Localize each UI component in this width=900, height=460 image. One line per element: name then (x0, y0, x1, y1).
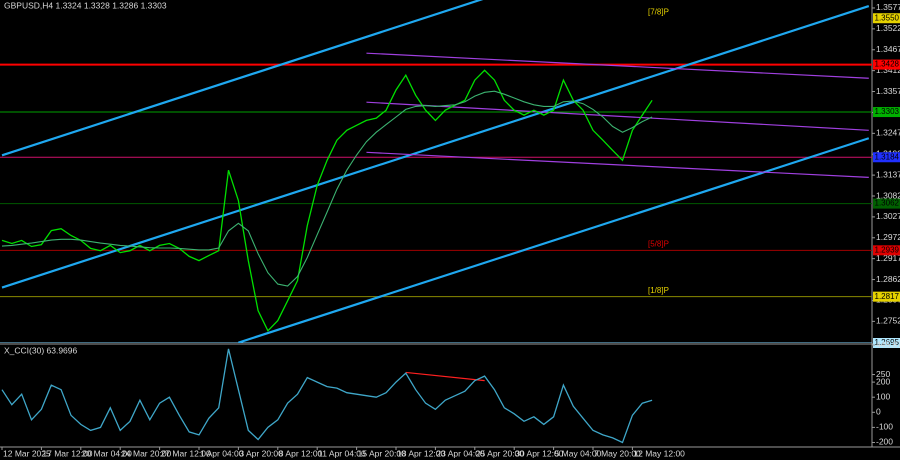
y-tick-label: 1.3357 (876, 86, 900, 96)
x-tick-label: 17 Mar 12:00 (42, 448, 92, 458)
y-tick-label: 100 (876, 391, 890, 401)
y-tick-label: 1.3577 (876, 2, 900, 12)
x-tick-label: 27 Mar 12:00 (161, 448, 211, 458)
level-box (873, 291, 900, 302)
x-tick-label: 11 Apr 04:00 (318, 448, 366, 458)
y-tick-label: 445.8715 (876, 339, 900, 349)
y-tick-label: 1.3467 (876, 44, 900, 54)
level-box (873, 152, 900, 163)
series-line (1, 348, 653, 444)
x-tick-label: 25 Apr 20:00 (476, 448, 524, 458)
level-label: 1.3303 (875, 107, 900, 116)
y-tick-label: 1.2862 (876, 274, 900, 284)
plot-area (0, 0, 872, 343)
y-tick-label: 1.3082 (876, 190, 900, 200)
x-tick-label: 12 Mar 2025 (3, 448, 51, 458)
x-tick-label: 15 Apr 20:00 (358, 448, 406, 458)
trend-line (366, 101, 869, 131)
x-tick-label: 1 Apr 04:00 (200, 448, 244, 458)
trend-line (366, 151, 869, 178)
x-tick-label: 20 Mar 04:00 (82, 448, 132, 458)
y-tick-label: 1.2972 (876, 232, 900, 242)
y-tick-label: 1.3027 (876, 211, 900, 221)
level-box (873, 13, 900, 24)
level-name: [5/8]P (648, 239, 669, 248)
y-tick-label: 1.3522 (876, 23, 900, 33)
y-tick-label: 1.2917 (876, 253, 900, 263)
indicator-title: X_CCI(30) 63.9696 (4, 345, 78, 355)
trend-line (1, 0, 484, 157)
x-tick-label: 30 Apr 12:00 (515, 448, 563, 458)
level-label: 1.3550 (875, 13, 900, 22)
y-tick-label: 1.3247 (876, 128, 900, 138)
level-label: 1.2817 (875, 292, 900, 301)
x-tick-label: 18 Apr 12:00 (397, 448, 445, 458)
y-tick-label: 1.3412 (876, 65, 900, 75)
level-label: 1.3184 (875, 152, 900, 161)
level-label: 1.3428 (875, 60, 900, 69)
level-box (873, 198, 900, 209)
level-name: [7/8]P (648, 7, 669, 16)
x-tick-label: 24 Mar 20:00 (121, 448, 171, 458)
level-name: [1/8]P (648, 286, 669, 295)
x-tick-label: 12 May 12:00 (633, 448, 685, 458)
level-label: 1.2939 (875, 245, 900, 254)
series-line (1, 90, 653, 287)
y-tick-label: 200 (876, 376, 890, 386)
level-box (873, 59, 900, 70)
trend-line (366, 52, 869, 79)
y-tick-label: 250 (876, 369, 890, 379)
level-label: 1.3062 (875, 199, 900, 208)
x-tick-label: 8 Apr 12:00 (279, 448, 323, 458)
x-tick-label: 5 May 04:00 (555, 448, 602, 458)
level-box (873, 338, 900, 348)
x-tick-label: 3 Apr 20:00 (239, 448, 283, 458)
y-tick-label: -100 (876, 422, 893, 432)
y-tick-label: 1.3137 (876, 169, 900, 179)
level-label: 1.2695 (875, 338, 900, 347)
y-tick-label: 1.2752 (876, 316, 900, 326)
level-box (873, 245, 900, 256)
y-tick-label: 0 (876, 407, 881, 417)
chart-title: GBPUSD,H4 1.3324 1.3328 1.3286 1.3303 (4, 0, 167, 10)
series-line (1, 69, 653, 332)
trend-line (405, 371, 485, 382)
y-tick-label: -200 (876, 437, 893, 447)
plot-area (1, 348, 653, 444)
level-box (873, 107, 900, 118)
trend-line (1, 5, 870, 289)
x-tick-label: 23 Apr 04:00 (436, 448, 484, 458)
x-tick-label: 7 May 20:00 (594, 448, 641, 458)
